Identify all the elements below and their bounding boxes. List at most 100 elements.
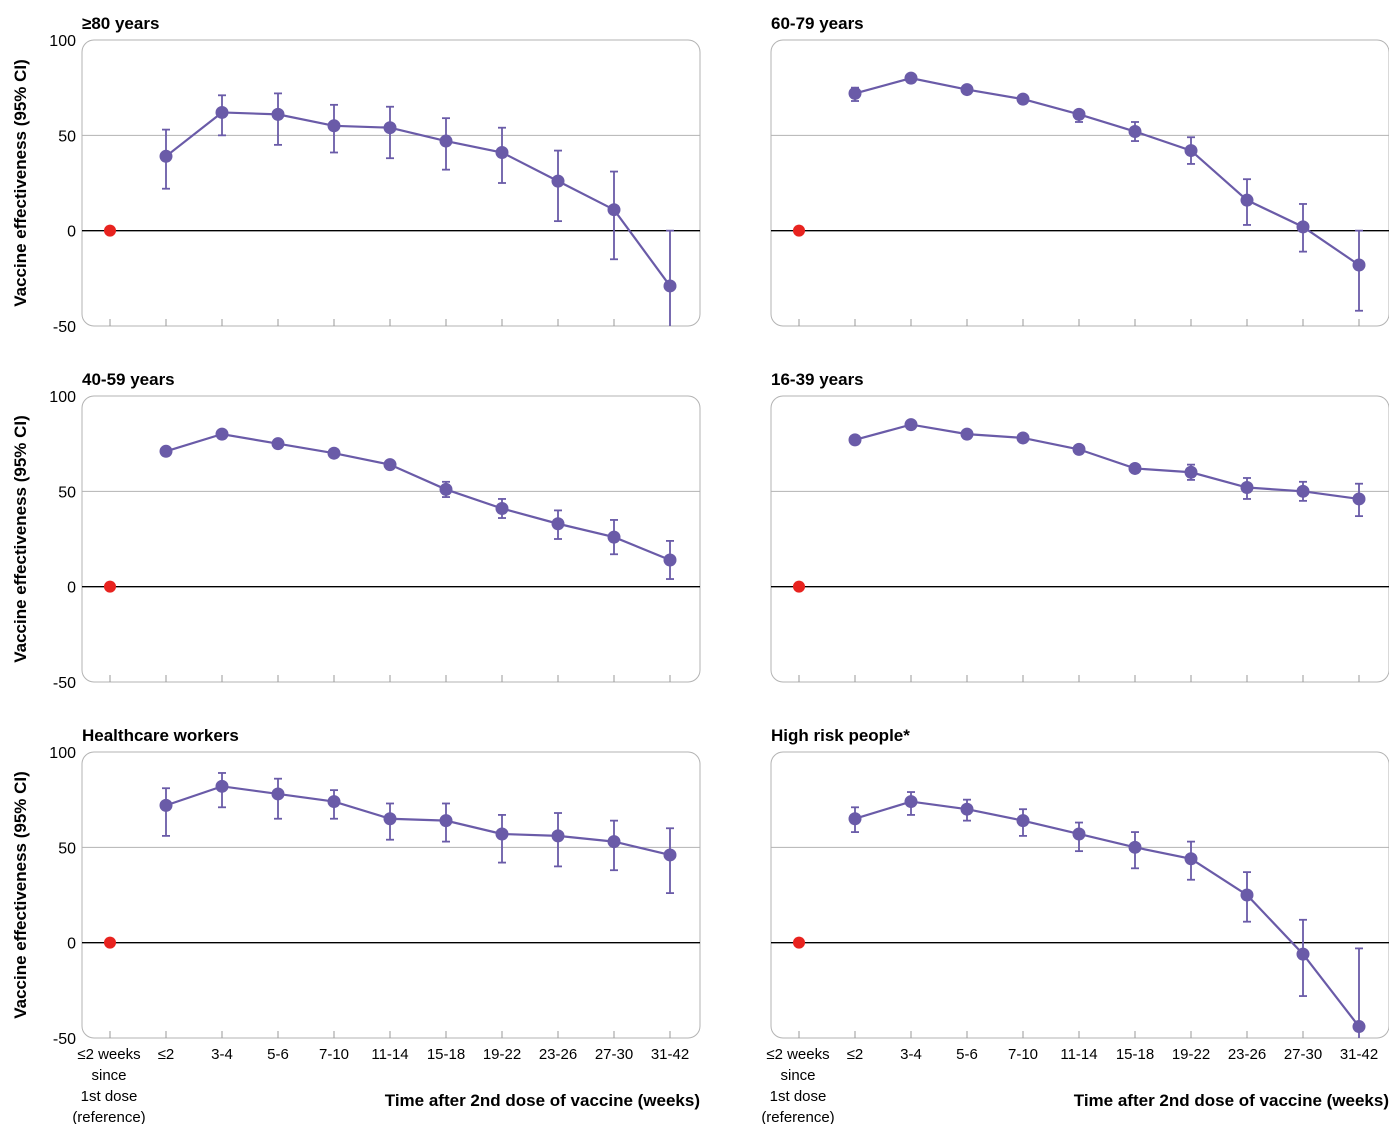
data-point <box>904 71 918 85</box>
data-point <box>159 444 173 458</box>
y-axis-label: Vaccine effectiveness (95% CI) <box>11 415 30 663</box>
data-point <box>960 427 974 441</box>
reference-point <box>793 936 805 949</box>
x-tick-label: ≤2 <box>847 1046 864 1063</box>
reference-point <box>104 580 116 593</box>
x-tick-label: 23-26 <box>539 1046 577 1063</box>
x-tick-label: 15-18 <box>427 1046 465 1063</box>
x-tick-label: 19-22 <box>483 1046 521 1063</box>
data-point <box>271 107 285 121</box>
panel-4: 16-39 years <box>770 370 1389 683</box>
reference-point <box>104 224 116 237</box>
data-point <box>327 446 341 460</box>
data-point <box>271 437 285 451</box>
y-tick-label: 100 <box>49 389 76 406</box>
x-tick-label: 27-30 <box>1284 1046 1322 1063</box>
data-point <box>439 482 453 496</box>
data-point <box>1184 144 1198 158</box>
data-point <box>383 812 397 826</box>
data-point <box>215 427 229 441</box>
x-tick-label-reference: ≤2 weeks <box>77 1046 140 1063</box>
data-point <box>1296 484 1310 498</box>
x-tick-label: 7-10 <box>319 1046 349 1063</box>
data-point <box>215 105 229 119</box>
data-point <box>1240 888 1254 902</box>
y-tick-label: 100 <box>49 33 76 50</box>
data-point <box>1296 947 1310 961</box>
data-point <box>1072 827 1086 841</box>
data-point <box>1184 465 1198 479</box>
x-tick-label-reference: ≤2 weeks <box>766 1046 829 1063</box>
data-point <box>960 83 974 97</box>
series-line <box>854 423 1360 501</box>
data-point <box>495 827 509 841</box>
data-point <box>159 149 173 163</box>
y-tick-label: -50 <box>53 1031 76 1048</box>
x-tick-label: ≤2 <box>158 1046 175 1063</box>
plot-frame <box>770 395 1389 683</box>
data-point <box>383 458 397 472</box>
data-point <box>1128 840 1142 854</box>
data-point <box>663 848 677 862</box>
data-point <box>1128 125 1142 139</box>
data-point <box>1240 193 1254 207</box>
data-point <box>1016 431 1030 445</box>
panel-title: ≥80 years <box>82 14 159 33</box>
panel-title: 60-79 years <box>771 14 864 33</box>
y-tick-label: 0 <box>67 224 76 241</box>
x-tick-label: 11-14 <box>371 1046 408 1063</box>
x-tick-label: 5-6 <box>956 1046 978 1063</box>
data-point <box>495 501 509 515</box>
panel-2: 60-79 years <box>770 14 1389 327</box>
data-point <box>1016 814 1030 828</box>
data-point <box>607 203 621 217</box>
x-tick-label: 11-14 <box>1060 1046 1097 1063</box>
panel-title: 16-39 years <box>771 370 864 389</box>
x-tick-label-reference: 1st dose <box>770 1088 827 1105</box>
data-point <box>663 279 677 293</box>
x-tick-label: 5-6 <box>267 1046 289 1063</box>
plot-frame <box>770 39 1389 327</box>
data-point <box>663 553 677 567</box>
data-point <box>848 812 862 826</box>
y-tick-label: -50 <box>53 319 76 336</box>
plot-frame <box>770 751 1389 1039</box>
plot-frame <box>81 39 701 327</box>
data-point <box>271 787 285 801</box>
data-point <box>607 530 621 544</box>
data-point <box>1072 442 1086 456</box>
panel-3: 40-59 years 100 50 0 -50 Vaccine effectivenes… <box>11 370 701 692</box>
x-tick-label: 15-18 <box>1116 1046 1154 1063</box>
series-line <box>854 77 1360 266</box>
reference-point <box>793 580 805 593</box>
data-point <box>439 134 453 148</box>
data-point <box>159 798 173 812</box>
data-point <box>848 433 862 447</box>
x-tick-label: 7-10 <box>1008 1046 1038 1063</box>
x-tick-label: 31-42 <box>651 1046 689 1063</box>
x-tick-label: 27-30 <box>595 1046 633 1063</box>
reference-point <box>793 224 805 237</box>
x-tick-label: 19-22 <box>1172 1046 1210 1063</box>
y-axis-label: Vaccine effectiveness (95% CI) <box>11 771 30 1019</box>
data-point <box>1352 1020 1366 1034</box>
data-point <box>904 795 918 809</box>
data-point <box>1352 258 1366 272</box>
data-point <box>848 86 862 100</box>
y-tick-label: 0 <box>67 936 76 953</box>
plot-frame <box>81 395 701 683</box>
series-line <box>165 433 671 561</box>
data-point <box>1240 481 1254 495</box>
y-tick-label: 100 <box>49 745 76 762</box>
x-axis-title: Time after 2nd dose of vaccine (weeks) <box>385 1091 700 1110</box>
series-line <box>854 800 1360 1028</box>
panel-1: ≥80 years 100 50 0 -50 Vaccine effectiveness … <box>11 14 701 336</box>
x-axis-title: Time after 2nd dose of vaccine (weeks) <box>1074 1091 1389 1110</box>
x-tick-label: 31-42 <box>1340 1046 1378 1063</box>
x-tick-label-reference: since <box>91 1067 126 1084</box>
data-point <box>551 829 565 843</box>
data-point <box>551 174 565 188</box>
plot-frame <box>81 751 701 1039</box>
y-tick-label: 50 <box>58 128 76 145</box>
